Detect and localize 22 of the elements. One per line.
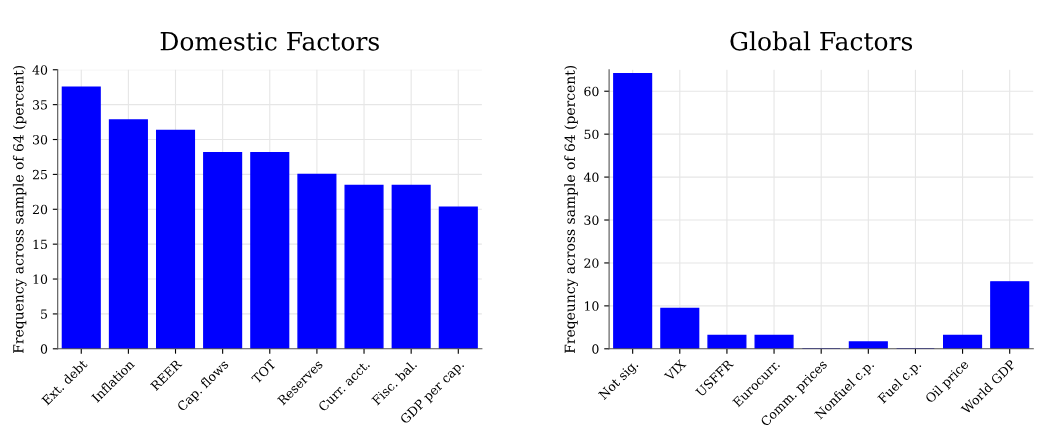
y-axis-title: Frequency across sample of 64 (percent) [12,65,27,353]
y-tick-label: 15 [33,239,48,250]
y-tick-label: 10 [33,274,48,284]
y-tick-label: 35 [33,100,48,110]
y-tick-label: 60 [584,86,599,97]
y-tick-label: 40 [583,172,599,183]
y-axis-title: Freqeuncy across sample of 64 (percent) [564,65,578,353]
y-tick-label: 0 [592,344,599,354]
y-tick-label: 5 [41,309,48,319]
chart-title: Domestic Factors [160,31,379,51]
chart-title: Global Factors [730,31,913,51]
x-tick-label: VIX [663,358,687,382]
y-tick-label: 40 [32,65,48,75]
y-tick-label: 0 [40,344,48,354]
y-tick-label: 30 [33,134,48,145]
y-tick-label: 25 [32,169,48,180]
y-tick-label: 10 [585,301,599,311]
y-tick-label: 50 [584,129,599,140]
y-tick-label: 20 [32,204,48,215]
x-tick-label: Not sig. [597,359,641,402]
y-tick-label: 20 [584,258,599,268]
y-tick-label: 30 [584,215,599,225]
